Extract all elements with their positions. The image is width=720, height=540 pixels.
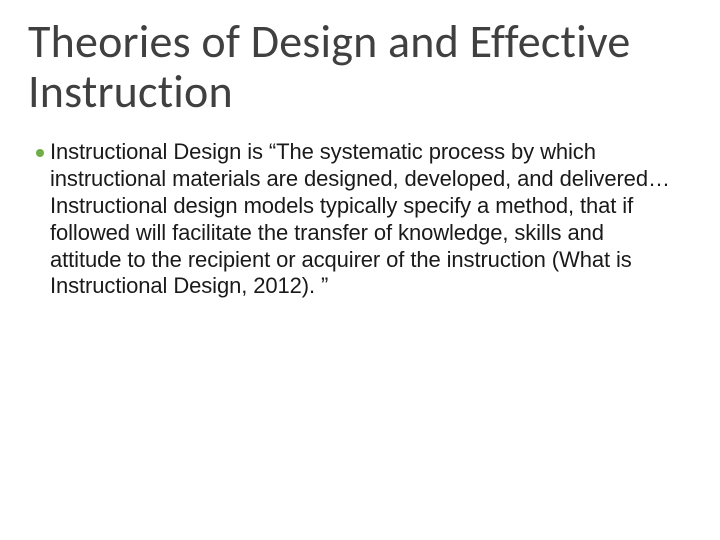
bullet-icon xyxy=(36,149,44,157)
slide-title: Theories of Design and Effective Instruc… xyxy=(28,18,692,117)
bullet-item: Instructional Design is “The systematic … xyxy=(36,139,672,300)
slide: Theories of Design and Effective Instruc… xyxy=(0,0,720,540)
bullet-text: Instructional Design is “The systematic … xyxy=(50,139,672,300)
slide-body: Instructional Design is “The systematic … xyxy=(28,139,692,300)
